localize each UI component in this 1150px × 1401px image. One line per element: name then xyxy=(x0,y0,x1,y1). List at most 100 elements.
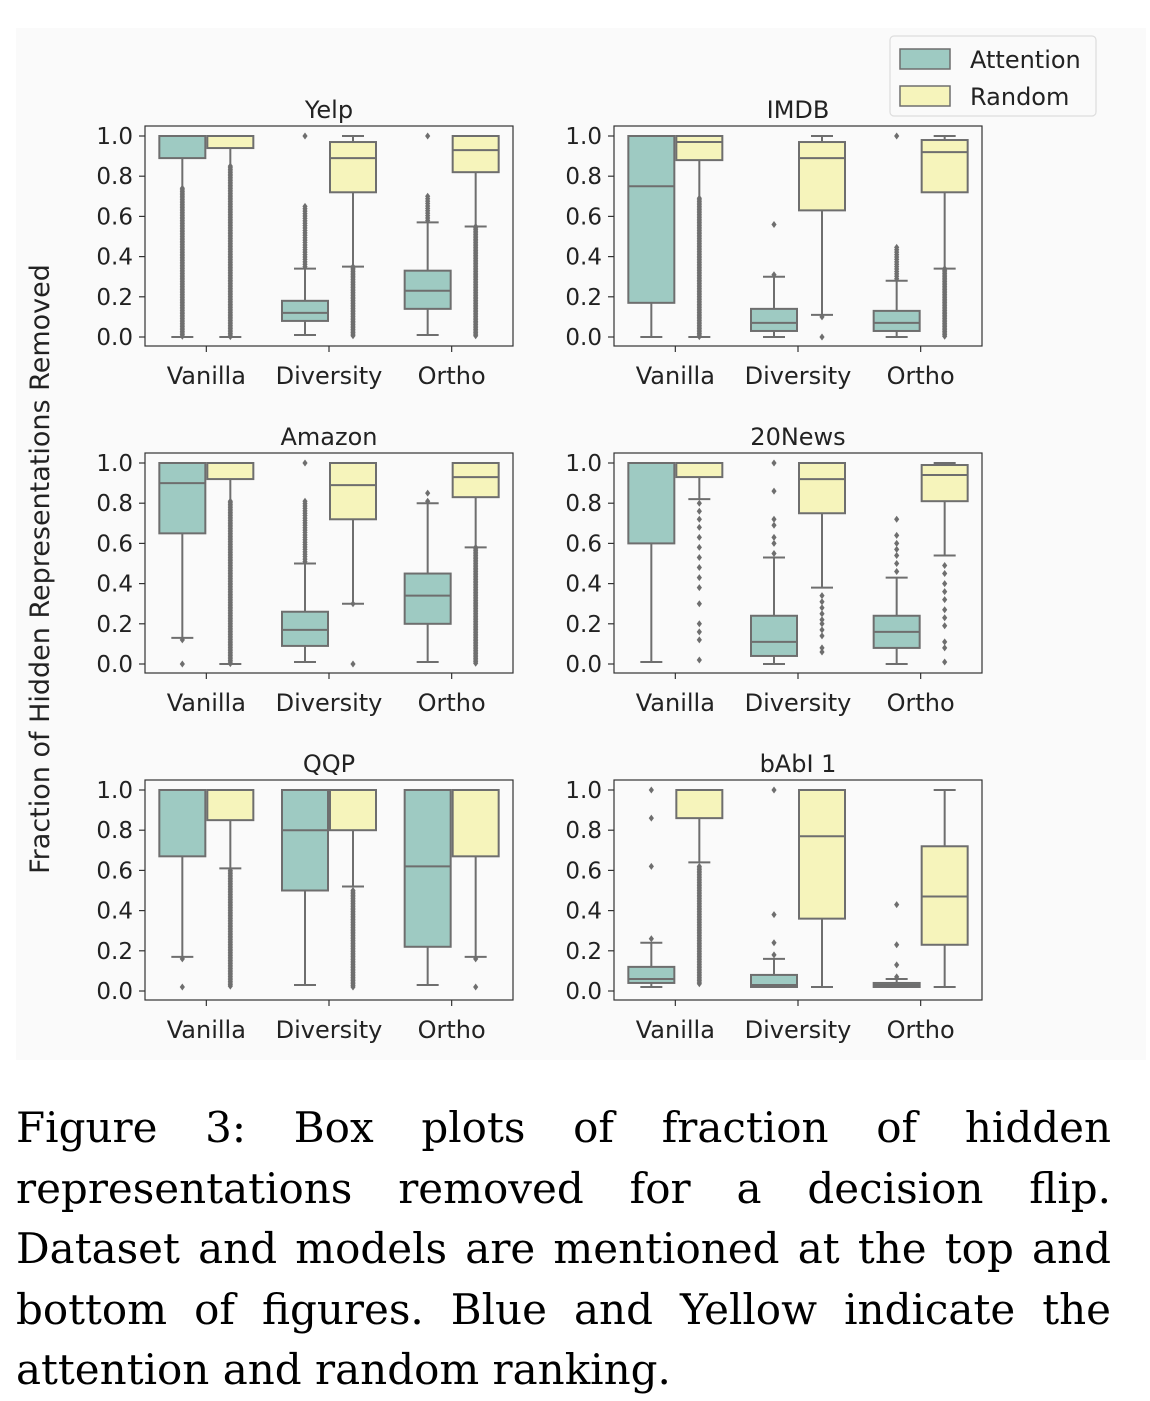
y-tick-label: 0.4 xyxy=(96,899,133,925)
outlier-point xyxy=(894,515,900,523)
y-tick-label: 0.8 xyxy=(96,491,133,517)
outlier-point xyxy=(473,332,479,340)
outlier-point xyxy=(894,531,900,539)
box-iqr xyxy=(920,464,969,503)
box-attention xyxy=(627,786,676,988)
legend: Attention Random xyxy=(889,35,1097,117)
box-iqr xyxy=(329,462,377,521)
y-tick-label: 0.6 xyxy=(96,204,133,230)
outlier-point xyxy=(771,220,777,228)
box-attention xyxy=(872,515,921,665)
box-random xyxy=(920,462,969,666)
box-attention xyxy=(872,901,921,988)
x-tick-label: Vanilla xyxy=(167,689,246,717)
legend-swatch xyxy=(899,48,951,70)
box-iqr xyxy=(920,139,969,194)
box-iqr xyxy=(281,299,329,322)
outlier-point xyxy=(771,515,777,523)
subplot-yelp: Yelp 0.0 0.2 0.4 0.6 0.8 1.0 Vanilla Diversity Or… xyxy=(96,96,514,390)
box-iqr xyxy=(281,789,329,892)
outlier-point xyxy=(696,600,702,608)
figure-area: Fraction of Hidden Representations Remov… xyxy=(16,28,1146,1060)
outlier-point xyxy=(819,598,825,606)
outlier-point xyxy=(473,659,479,667)
box-iqr xyxy=(451,135,500,174)
figure-caption: Figure 3: Box plots of fraction of hidde… xyxy=(16,1103,1111,1394)
legend-swatch xyxy=(899,85,951,107)
outlier-point xyxy=(771,533,777,541)
box-random xyxy=(329,789,377,991)
x-tick-label: Diversity xyxy=(276,362,383,390)
outlier-point xyxy=(425,497,431,505)
y-tick-label: 0.4 xyxy=(565,245,602,271)
outlier-point xyxy=(473,955,479,963)
x-tick-label: Diversity xyxy=(745,1016,852,1044)
outlier-point xyxy=(696,543,702,551)
y-tick-label: 1.0 xyxy=(565,778,602,804)
y-tick-label: 0.8 xyxy=(96,164,133,190)
subplot-20news: 20News 0.0 0.2 0.4 0.6 0.8 1.0 Vanilla Diversity… xyxy=(565,423,983,717)
legend-label: Random xyxy=(970,83,1069,111)
x-tick-label: Ortho xyxy=(418,1016,486,1044)
box-random xyxy=(451,462,500,667)
y-tick-label: 1.0 xyxy=(565,124,602,150)
box-iqr xyxy=(675,462,724,479)
box-iqr xyxy=(158,135,207,160)
outlier-point xyxy=(819,592,825,600)
x-tick-label: Vanilla xyxy=(636,362,715,390)
outlier-point xyxy=(473,983,479,991)
outlier-point xyxy=(696,620,702,628)
y-tick-label: 0.6 xyxy=(96,531,133,557)
outlier-point xyxy=(942,596,948,604)
outlier-point xyxy=(894,551,900,559)
x-tick-label: Ortho xyxy=(887,1016,955,1044)
outlier-point xyxy=(819,333,825,341)
box-random xyxy=(329,135,377,340)
box-iqr xyxy=(872,309,921,332)
outlier-point xyxy=(350,600,356,608)
x-tick-label: Ortho xyxy=(887,689,955,717)
outlier-point xyxy=(942,332,948,340)
outlier-point xyxy=(942,562,948,570)
box-attention xyxy=(281,459,329,663)
outlier-point xyxy=(696,656,702,664)
outlier-point xyxy=(894,560,900,567)
box-iqr xyxy=(920,845,969,946)
outlier-point xyxy=(350,983,356,991)
outlier-point xyxy=(179,636,185,644)
box-iqr xyxy=(329,141,377,194)
box-iqr xyxy=(158,789,207,858)
y-tick-label: 1.0 xyxy=(96,451,133,477)
y-tick-label: 0.2 xyxy=(565,939,602,965)
box-random xyxy=(798,789,846,988)
outlier-point xyxy=(227,333,233,341)
outlier-point xyxy=(819,604,825,612)
y-tick-label: 0.4 xyxy=(96,245,133,271)
x-tick-label: Diversity xyxy=(745,362,852,390)
outlier-point xyxy=(771,951,777,959)
outlier-point xyxy=(894,132,900,140)
box-iqr xyxy=(451,462,500,499)
y-tick-label: 0.4 xyxy=(565,899,602,925)
outlier-point xyxy=(942,622,948,630)
subplot-amazon: Amazon 0.0 0.2 0.4 0.6 0.8 1.0 Vanilla Diversity… xyxy=(96,423,514,717)
box-iqr xyxy=(451,789,500,858)
y-tick-label: 0.2 xyxy=(565,612,602,638)
subplot-title: bAbI 1 xyxy=(760,750,837,778)
y-tick-label: 0.0 xyxy=(96,325,133,351)
y-tick-label: 0.2 xyxy=(96,939,133,965)
subplot-babi-1: bAbI 1 0.0 0.2 0.4 0.6 0.8 1.0 Vanilla Diversity… xyxy=(565,750,983,1044)
outlier-point xyxy=(648,814,654,822)
outlier-point xyxy=(894,568,900,576)
outlier-point xyxy=(179,955,185,963)
box-iqr xyxy=(675,135,724,162)
x-tick-label: Vanilla xyxy=(636,1016,715,1044)
y-tick-label: 0.4 xyxy=(96,572,133,598)
y-tick-label: 0.6 xyxy=(565,204,602,230)
y-tick-label: 0.6 xyxy=(565,858,602,884)
box-iqr xyxy=(403,789,452,948)
outlier-point xyxy=(179,983,185,991)
box-random xyxy=(798,462,846,656)
subplot-title: QQP xyxy=(303,750,355,778)
box-iqr xyxy=(798,462,846,515)
